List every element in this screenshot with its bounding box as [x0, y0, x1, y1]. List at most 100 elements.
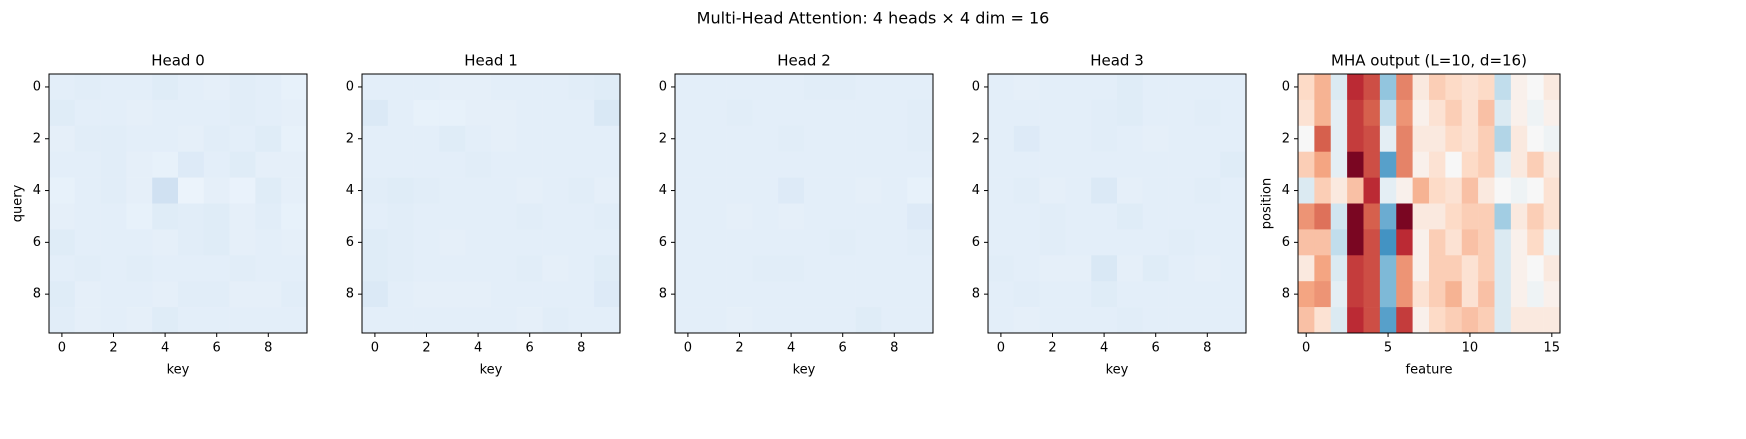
heatmap-cell: [1013, 151, 1040, 178]
heatmap-cell: [1039, 255, 1066, 282]
heatmap-cell: [178, 151, 205, 178]
y-tick-label: 2: [33, 131, 41, 146]
heatmap-cell: [594, 177, 621, 204]
heatmap-cell: [1013, 125, 1040, 152]
heatmap-cell: [74, 281, 101, 308]
heatmap-cell: [1330, 99, 1348, 127]
heatmap-cell: [491, 125, 518, 152]
heatmap-cell: [1543, 151, 1561, 178]
heatmap-cell: [126, 307, 153, 334]
heatmap-cell: [516, 229, 543, 256]
heatmap-cell: [778, 99, 805, 127]
heatmap-cell: [907, 229, 934, 256]
x-tick-label: 0: [1302, 341, 1310, 356]
heatmap-cell: [152, 177, 179, 204]
heatmap-cell: [1142, 229, 1169, 256]
heatmap-cell: [255, 307, 282, 334]
heatmap-cell: [726, 125, 753, 152]
heatmap-cell: [568, 99, 595, 127]
heatmap-cell: [1314, 151, 1332, 178]
heatmap-cell: [126, 255, 153, 282]
heatmap-cell: [1412, 229, 1430, 256]
heatmap-cell: [1527, 151, 1544, 178]
heatmap-cell: [229, 203, 256, 230]
heatmap-cell: [491, 229, 518, 256]
heatmap-cell: [1429, 281, 1446, 308]
heatmap-cell: [1314, 307, 1332, 334]
heatmap-cell: [1065, 255, 1092, 282]
heatmap-cell: [516, 99, 543, 127]
heatmap-cell: [1543, 177, 1561, 204]
heatmap-cell: [491, 255, 518, 282]
x-tick-label: 8: [1203, 341, 1211, 356]
heatmap-cell: [74, 74, 101, 101]
heatmap-cell: [281, 74, 308, 101]
heatmap-cell: [1314, 177, 1332, 204]
heatmap-cell: [1445, 255, 1463, 282]
heatmap-cell: [1091, 99, 1118, 127]
heatmap-cell: [49, 125, 76, 152]
heatmap-cell: [778, 125, 805, 152]
heatmap-cell: [1039, 307, 1066, 334]
heatmap-cell: [74, 255, 101, 282]
heatmap-cell: [1363, 125, 1381, 152]
x-tick-label: 6: [839, 341, 847, 356]
heatmap-cell: [1142, 125, 1169, 152]
heatmap-cell: [491, 177, 518, 204]
heatmap-cell: [1194, 99, 1221, 127]
heatmap-cell: [1527, 281, 1544, 308]
heatmap-cell: [203, 74, 230, 101]
heatmap-cell: [568, 151, 595, 178]
heatmap-cell: [1445, 125, 1463, 152]
heatmap-cell: [229, 177, 256, 204]
heatmap-cell: [74, 125, 101, 152]
heatmap-cell: [1478, 281, 1495, 308]
heatmap-cell: [1168, 99, 1195, 127]
heatmap-cell: [387, 99, 414, 127]
heatmap-cell: [700, 229, 727, 256]
heatmap-cell: [1396, 229, 1413, 256]
heatmap-cell: [726, 203, 753, 230]
heatmap-cell: [387, 151, 414, 178]
x-axis-label: key: [167, 363, 190, 378]
heatmap-cell: [1091, 177, 1118, 204]
heatmap-cell: [1142, 203, 1169, 230]
heatmap-cell: [413, 125, 440, 152]
heatmap-cell: [1347, 203, 1364, 230]
heatmap-cell: [1330, 229, 1348, 256]
heatmap-cell: [594, 125, 621, 152]
x-tick-label: 4: [474, 341, 482, 356]
heatmap-cell: [126, 99, 153, 127]
heatmap-cell: [1065, 99, 1092, 127]
heatmap-cell: [752, 281, 779, 308]
heatmap-cell: [778, 151, 805, 178]
heatmap-cell: [988, 99, 1015, 127]
heatmap-cell: [829, 255, 856, 282]
x-tick-label: 0: [58, 341, 66, 356]
heatmap-cell: [988, 125, 1015, 152]
heatmap-cell: [675, 177, 702, 204]
heatmap-cell: [1091, 255, 1118, 282]
heatmap-cell: [152, 281, 179, 308]
heatmap-cell: [804, 74, 831, 101]
y-tick-label: 0: [1282, 79, 1290, 94]
heatmap-cell: [594, 281, 621, 308]
heatmap-cell: [1168, 255, 1195, 282]
heatmap-cell: [203, 307, 230, 334]
heatmap-cell: [516, 125, 543, 152]
x-tick-label: 4: [161, 341, 169, 356]
heatmap-cell: [1543, 99, 1561, 127]
heatmap-cell: [1510, 307, 1528, 334]
heatmap-cell: [1429, 151, 1446, 178]
heatmap-cell: [100, 125, 127, 152]
heatmap-cell: [100, 307, 127, 334]
heatmap-cell: [152, 151, 179, 178]
heatmap-cell: [1478, 203, 1495, 230]
heatmap-cell: [1510, 177, 1528, 204]
heatmap-cell: [1412, 177, 1430, 204]
heatmap-cell: [1039, 125, 1066, 152]
heatmap-cell: [1461, 255, 1479, 282]
heatmap-cell: [255, 203, 282, 230]
heatmap-cell: [1298, 255, 1315, 282]
heatmap-cell: [700, 307, 727, 334]
